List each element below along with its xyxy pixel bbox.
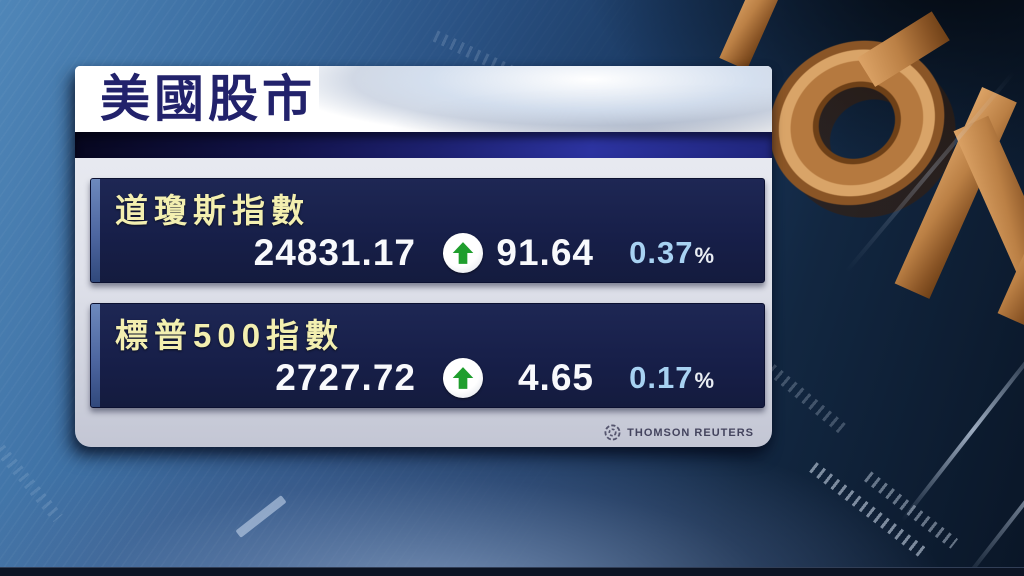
- panel-accent-stripe: [91, 304, 100, 407]
- percent-sign: %: [694, 368, 714, 393]
- bottom-edge-strip: [0, 567, 1024, 576]
- title-divider-bar: [75, 132, 772, 158]
- percent-value: 0.37: [629, 235, 694, 270]
- percent-value: 0.17: [629, 360, 694, 395]
- index-value: 24831.17: [253, 232, 416, 273]
- index-change: 91.64: [496, 232, 594, 273]
- page-title: 美國股市: [100, 71, 316, 127]
- up-arrow-icon: [443, 233, 483, 273]
- panel-accent-stripe: [91, 179, 100, 282]
- source-label: THOMSON REUTERS: [627, 426, 754, 439]
- percent-sign: %: [694, 243, 714, 268]
- light-streak: [900, 338, 1024, 522]
- title-sheen: [318, 66, 772, 132]
- title-bar: 美國股市: [75, 66, 772, 132]
- tick-texture: [0, 437, 63, 523]
- light-dash: [235, 495, 287, 538]
- data-source: THOMSON REUTERS: [604, 424, 754, 441]
- index-change-percent: 0.37%: [591, 231, 714, 281]
- index-name: 標普500指數: [115, 317, 345, 354]
- index-change-percent: 0.17%: [591, 356, 714, 406]
- market-card: 美國股市 道瓊斯指數 24831.17 91.64 0.37%: [75, 66, 772, 447]
- thomson-reuters-orb-icon: [604, 424, 621, 441]
- up-arrow-icon: [443, 358, 483, 398]
- index-change: 4.65: [517, 357, 594, 398]
- index-row-dow-jones: 道瓊斯指數 24831.17 91.64 0.37%: [90, 178, 765, 283]
- index-row-sp500: 標普500指數 2727.72 4.65 0.17%: [90, 303, 765, 408]
- index-value: 2727.72: [275, 357, 416, 398]
- index-name: 道瓊斯指數: [115, 192, 310, 229]
- index-figures: 2727.72 4.65 0.17%: [91, 356, 764, 400]
- index-figures: 24831.17 91.64 0.37%: [91, 231, 764, 275]
